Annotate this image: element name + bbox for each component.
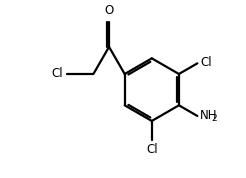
Text: Cl: Cl [51,67,63,80]
Text: O: O [104,4,114,17]
Text: Cl: Cl [146,143,158,156]
Text: 2: 2 [211,114,216,124]
Text: Cl: Cl [200,56,212,69]
Text: NH: NH [200,109,218,122]
